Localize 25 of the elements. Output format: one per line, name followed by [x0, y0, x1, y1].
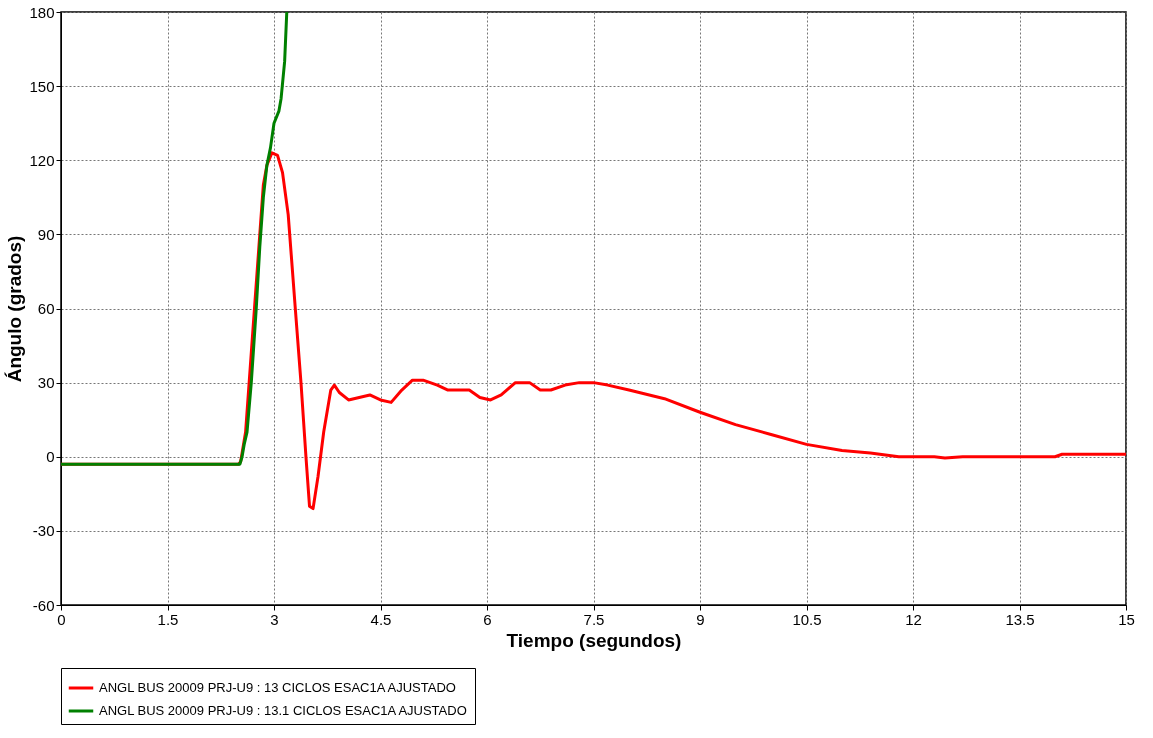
y-tick-label: -30: [32, 522, 55, 540]
x-tick-label: 10.5: [792, 610, 822, 628]
y-axis-title: Ángulo (grados): [4, 235, 26, 383]
x-tick-label: 0: [57, 610, 66, 628]
x-tick-label: 12: [905, 610, 922, 628]
x-tick-label: 9: [696, 610, 705, 628]
y-tick-label: 150: [29, 77, 55, 95]
y-tick-label: 90: [37, 225, 55, 243]
line-series: [61, 12, 289, 466]
y-tick-label: 60: [37, 300, 55, 317]
y-tick-label: 0: [46, 448, 55, 466]
x-tick-label: 1.5: [157, 610, 179, 628]
x-tick-label: 7.5: [583, 610, 605, 628]
legend-label: ANGL BUS 20009 PRJ-U9 : 13 CICLOS ESAC1A AJUSTADO: [99, 680, 456, 695]
y-tick-label: 120: [29, 151, 55, 169]
y-tick-label: 180: [29, 3, 55, 21]
y-tick-label: -60: [32, 596, 55, 614]
x-tick-label: 4.5: [370, 610, 392, 628]
legend-label: ANGL BUS 20009 PRJ-U9 : 13.1 CICLOS ESAC1A AJUSTADO: [99, 703, 467, 718]
x-tick-label: 6: [483, 610, 492, 628]
y-tick-label: 30: [37, 374, 55, 392]
x-tick-label: 3: [270, 610, 279, 628]
x-tick-label: 15: [1118, 610, 1135, 628]
x-tick-label: 13.5: [1005, 610, 1035, 628]
x-axis-title: Tiempo (segundos): [506, 629, 682, 651]
